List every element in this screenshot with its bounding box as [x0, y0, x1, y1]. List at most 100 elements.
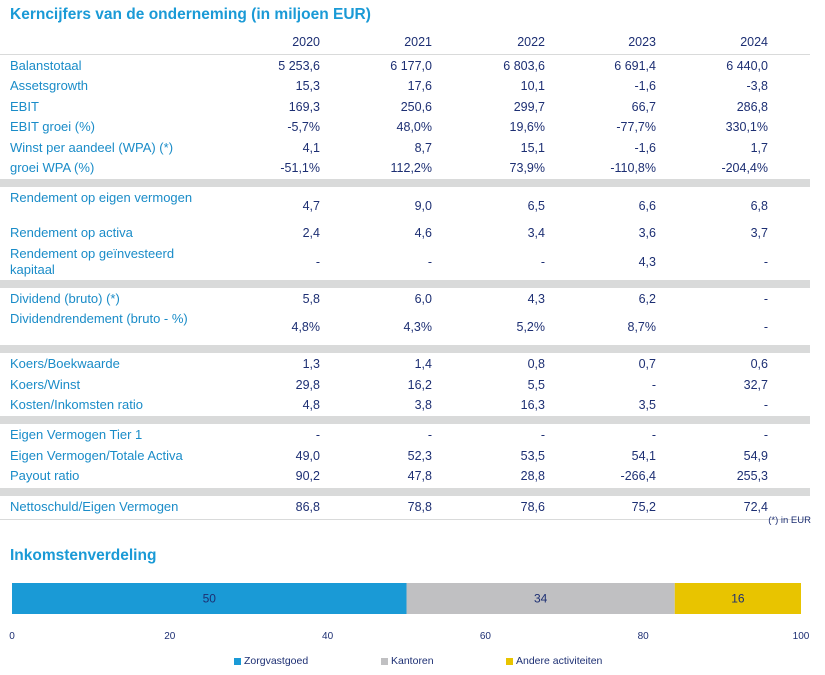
- table-cell: 3,5: [638, 398, 656, 412]
- table-row: EBIT groei (%) -5,7% 48,0% 19,6% -77,7% 330,1…: [0, 117, 810, 137]
- group-separator: [0, 179, 810, 188]
- table-cell: -266,4: [620, 469, 656, 484]
- table-cell: 4,7: [302, 199, 320, 214]
- row-label: Rendement op activa: [10, 225, 133, 241]
- table-bottom-line: [0, 519, 810, 520]
- legend-label: Andere activiteiten: [516, 655, 603, 667]
- group-separator: [0, 416, 810, 425]
- table-cell: 16,2: [407, 377, 432, 392]
- table-cell: 15,3: [295, 79, 320, 94]
- year-header: 2021: [404, 35, 432, 49]
- table-row: Eigen Vermogen Tier 1 - - - - -: [0, 425, 810, 445]
- legend-swatch: [381, 657, 388, 665]
- row-label: Koers/Boekwaarde: [10, 356, 120, 372]
- bar-data-label: 34: [534, 592, 548, 606]
- table-cell: -: [763, 428, 768, 443]
- table-cell: -: [540, 428, 545, 443]
- row-label: Eigen Vermogen/Totale Activa: [10, 447, 183, 463]
- table-cell: 4,8%: [291, 320, 321, 335]
- row-label: Rendement op geïnvesteerd kapitaal: [10, 245, 175, 277]
- table-cell: 6 803,6: [503, 59, 545, 73]
- table-cell: -: [763, 254, 768, 269]
- year-header: 2023: [628, 35, 656, 49]
- row-label: Dividend (bruto) (*): [10, 290, 120, 306]
- table-cell: 5,8: [302, 291, 320, 306]
- table-cell: -: [315, 254, 320, 269]
- table-row: Rendement op eigen vermogen 4,7 9,0 6,5 6,6 6…: [0, 188, 810, 223]
- table-cell: -1,6: [634, 79, 656, 94]
- table-cell: 54,1: [631, 448, 656, 463]
- table-row: Rendement op geïnvesteerd kapitaal - - - 4,3…: [0, 244, 810, 279]
- table-cell: 28,8: [520, 469, 545, 484]
- table-cell: -: [763, 291, 768, 306]
- year-header: 2020: [292, 35, 320, 49]
- table-cell: 78,6: [520, 499, 545, 514]
- table-row: Dividendrendement (bruto - %) 4,8% 4,3% 5,2…: [0, 309, 810, 344]
- table-cell: 1,7: [750, 140, 768, 155]
- table-cell: 0,7: [638, 357, 656, 372]
- table-cell: 250,6: [400, 99, 432, 114]
- x-tick-label: 20: [164, 631, 176, 642]
- group-separator: [0, 487, 810, 496]
- table-cell: 52,3: [407, 448, 432, 463]
- table-cell: 3,4: [527, 226, 545, 241]
- table-cell: 8,7%: [627, 320, 657, 335]
- table-cell: 286,8: [736, 99, 768, 114]
- table-cell: 6,5: [527, 199, 545, 214]
- table-row: Payout ratio 90,2 47,8 28,8 -266,4 255,3: [0, 466, 810, 486]
- table-cell: 8,7: [414, 140, 432, 155]
- row-label: EBIT: [10, 98, 39, 114]
- table-cell: 2,4: [302, 226, 320, 241]
- footnote: (*) in EUR: [768, 515, 811, 526]
- table-cell: 9,0: [414, 199, 432, 214]
- table-row: Koers/Boekwaarde 1,3 1,4 0,8 0,7 0,6: [0, 354, 810, 374]
- x-tick-label: 80: [638, 631, 650, 642]
- row-label: Payout ratio: [10, 468, 80, 484]
- table-cell: 73,9%: [509, 161, 545, 175]
- table-cell: -110,8%: [610, 161, 656, 175]
- legend-swatch: [234, 657, 241, 665]
- table-cell: 6,0: [414, 291, 432, 306]
- table-cell: 6,6: [638, 199, 656, 214]
- table-cell: -: [651, 428, 656, 443]
- table-row: groei WPA (%) -51,1% 112,2% 73,9% -110,8% -20…: [0, 158, 810, 178]
- table-cell: -: [427, 428, 432, 443]
- table-cell: -: [763, 320, 768, 335]
- table-cell: -51,1%: [280, 161, 320, 175]
- table-cell: 90,2: [295, 469, 320, 484]
- table-cell: -: [315, 428, 320, 443]
- table-row: Assetsgrowth 15,3 17,6 10,1 -1,6 -3,8: [0, 76, 810, 96]
- x-tick-label: 100: [793, 631, 810, 642]
- row-label: EBIT groei (%): [10, 119, 96, 135]
- row-label: Koers/Winst: [10, 376, 81, 392]
- table-cell: -: [763, 398, 768, 412]
- table-cell: 169,3: [288, 99, 320, 114]
- table-cell: 5,5: [527, 377, 545, 392]
- table-cell: 255,3: [736, 469, 768, 484]
- table-cell: 47,8: [407, 469, 432, 484]
- year-header: 2022: [517, 35, 545, 49]
- table-cell: 1,4: [414, 357, 432, 372]
- table-cell: 6,8: [750, 199, 768, 214]
- table-cell: 0,6: [750, 357, 768, 372]
- table-cell: 3,8: [414, 398, 432, 412]
- key-figures-table: Balanstotaal 5 253,6 6 177,0 6 803,6 6 691,4…: [0, 54, 810, 520]
- income-distribution-chart: 50 34 16 0 20 40 60 80 100: [9, 583, 810, 642]
- row-label: Balanstotaal: [10, 58, 82, 73]
- table-cell: 17,6: [407, 79, 432, 94]
- table-cell: 4,3: [638, 254, 656, 269]
- bar-data-label: 16: [731, 592, 745, 606]
- row-label: groei WPA (%): [10, 160, 95, 175]
- table-row: Kosten/Inkomsten ratio 4,8 3,8 16,3 3,5 -: [0, 395, 810, 415]
- table-cell: 48,0%: [396, 120, 432, 135]
- table-cell: 53,5: [520, 448, 545, 463]
- table-cell: 6,2: [638, 291, 656, 306]
- table-cell: 4,3: [527, 291, 545, 306]
- row-label: Eigen Vermogen Tier 1: [10, 427, 143, 443]
- page-title: Kerncijfers van de onderneming (in miljo…: [10, 6, 371, 23]
- table-row: Koers/Winst 29,8 16,2 5,5 - 32,7: [0, 375, 810, 395]
- table-cell: -204,4%: [721, 161, 768, 175]
- legend-label: Zorgvastgoed: [244, 655, 309, 667]
- table-cell: -: [540, 254, 545, 269]
- year-header-row: 2020 2021 2022 2023 2024: [0, 32, 810, 54]
